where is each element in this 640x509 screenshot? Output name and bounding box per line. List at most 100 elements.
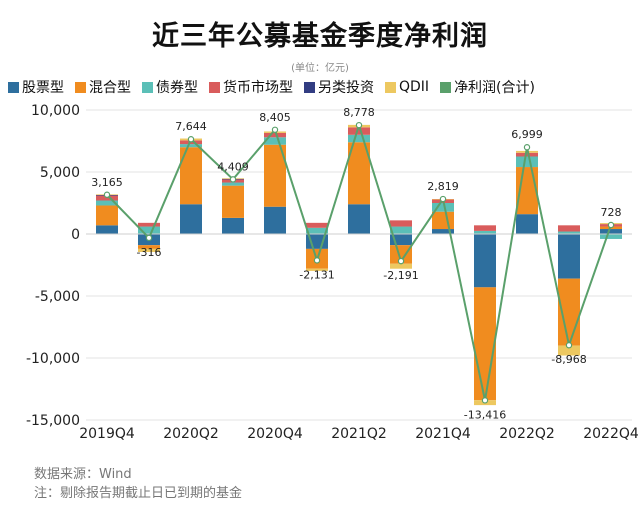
legend-swatch <box>385 81 396 93</box>
data-label: -13,416 <box>464 408 506 421</box>
y-tick-label: -15,000 <box>26 413 80 429</box>
bar-segment <box>264 206 286 234</box>
net-profit-point <box>523 144 531 151</box>
x-tick-label: 2021Q4 <box>415 426 471 442</box>
legend-item: 债券型 <box>142 77 198 97</box>
bar-segment <box>306 222 328 228</box>
net-profit-point <box>439 195 447 203</box>
net-profit-point <box>355 121 363 129</box>
bar-segment <box>222 185 244 218</box>
bar-segment <box>138 245 160 249</box>
chart-title: 近三年公募基金季度净利润 <box>152 21 488 52</box>
data-label: -2,191 <box>383 269 418 282</box>
bar-segment <box>432 229 454 234</box>
legend-swatch <box>304 81 315 93</box>
bar-segment <box>558 225 580 232</box>
bar-segment <box>96 200 118 206</box>
data-label: 728 <box>601 206 622 219</box>
bar-segment <box>558 345 580 356</box>
y-tick-label: 5,000 <box>40 165 80 181</box>
bar-segment <box>432 203 454 212</box>
data-label: 8,405 <box>259 111 291 124</box>
bar-segment <box>348 127 370 135</box>
bar-segment <box>474 234 496 288</box>
legend-item: 净利润(合计) <box>440 77 535 97</box>
net-profit-point <box>565 342 573 349</box>
net-profit-point <box>313 257 321 264</box>
legend-label: 股票型 <box>22 80 64 96</box>
bar-segment <box>138 222 160 227</box>
data-label: -316 <box>137 246 162 259</box>
bar-segment <box>390 220 412 227</box>
bar-segment <box>306 227 328 234</box>
x-tick-label: 2019Q4 <box>79 426 135 442</box>
x-tick-label: 2020Q2 <box>163 426 219 442</box>
legend-label: 债券型 <box>156 80 198 96</box>
note-text: 注：剔除报告期截止日已到期的基金 <box>34 486 243 501</box>
bar-segment <box>222 217 244 234</box>
x-tick-label: 2022Q2 <box>499 426 555 442</box>
bar-segment <box>474 287 496 401</box>
bar-segment <box>264 144 286 207</box>
legend-item: 另类投资 <box>304 77 374 97</box>
net-profit-point <box>271 126 279 133</box>
source-text: 数据来源：Wind <box>34 467 132 482</box>
legend-label: QDII <box>399 79 430 95</box>
net-profit-point <box>103 191 111 198</box>
net-profit-point <box>229 176 237 183</box>
legend-swatch <box>142 81 153 93</box>
bar-segment <box>348 142 370 205</box>
bar-segment <box>390 245 412 264</box>
footer: 数据来源：Wind 注：剔除报告期截止日已到期的基金 <box>34 465 242 503</box>
bar-segment <box>306 268 328 271</box>
legend-item: 股票型 <box>8 77 64 97</box>
net-profit-point <box>145 234 153 242</box>
bar-segment <box>96 195 118 201</box>
bar-segment <box>474 230 496 234</box>
legend-label: 另类投资 <box>318 80 374 96</box>
legend-label: 净利润(合计) <box>454 80 535 96</box>
legend-label: 混合型 <box>89 80 131 96</box>
bar-segment <box>516 156 538 168</box>
bar-segment <box>96 205 118 226</box>
bar-segment <box>390 226 412 234</box>
legend-swatch <box>8 81 19 93</box>
data-label: 3,165 <box>91 176 123 189</box>
bar-segment <box>180 144 202 148</box>
net-profit-point <box>187 136 195 143</box>
bar-segment <box>180 147 202 205</box>
bar-segment <box>264 137 286 145</box>
bar-segment <box>348 204 370 234</box>
bar-segment <box>180 204 202 234</box>
bar-segment <box>96 225 118 234</box>
legend: 股票型 混合型 债券型 货币市场型 另类投资 QDII 净利润(合计) <box>8 77 638 97</box>
legend-swatch <box>75 81 86 93</box>
bar-segment <box>138 226 160 234</box>
y-tick-label: 0 <box>71 227 80 243</box>
bar-segment <box>348 134 370 143</box>
x-tick-label: 2020Q4 <box>247 426 303 442</box>
legend-swatch <box>209 81 220 93</box>
data-label: -2,131 <box>299 268 334 281</box>
bar-segment <box>432 211 454 230</box>
bar-segment <box>558 234 580 279</box>
bar-segment <box>264 132 286 138</box>
legend-item: QDII <box>385 79 429 95</box>
bar-segment <box>516 214 538 234</box>
bar-segment <box>558 231 580 234</box>
bar-segment <box>600 234 622 239</box>
net-profit-point <box>397 257 405 265</box>
legend-swatch <box>440 81 452 93</box>
legend-label: 货币市场型 <box>223 80 293 96</box>
net-profit-point <box>481 397 489 404</box>
data-label: 6,999 <box>511 128 543 141</box>
legend-item: 混合型 <box>75 77 131 97</box>
bar-segment <box>390 263 412 269</box>
data-label: -8,968 <box>551 353 586 366</box>
bar-segment <box>600 229 622 234</box>
bar-segment <box>516 152 538 157</box>
bar-segment <box>390 234 412 246</box>
net-profit-point <box>607 221 615 229</box>
y-tick-label: 10,000 <box>31 103 80 119</box>
